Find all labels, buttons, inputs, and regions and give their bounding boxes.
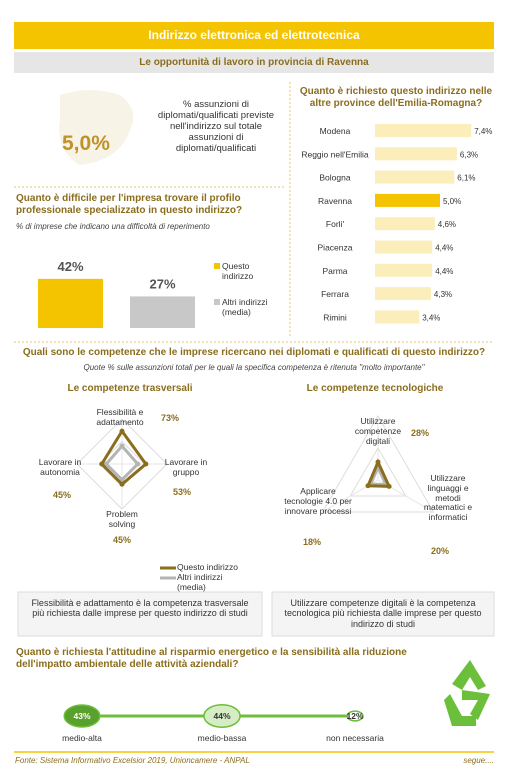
radar-point	[119, 443, 125, 449]
value-label: 6,1%	[457, 174, 475, 183]
radar-point	[143, 461, 149, 467]
chart-title: Quanto è richiesto questo indirizzo nell…	[299, 86, 493, 109]
axis-label: Problem solving	[106, 509, 138, 529]
category-label: Ravenna	[318, 196, 352, 206]
radar-point	[99, 461, 105, 467]
bar	[375, 310, 420, 324]
chart-subtitle: % di imprese che indicano una difficoltà…	[16, 222, 210, 231]
chart-title: Le competenze tecnologiche	[306, 383, 444, 394]
category-label: Piacenza	[318, 243, 353, 253]
axis-label: Lavorare in gruppo	[164, 457, 208, 477]
legend-label: Altri indirizzi (media)	[222, 297, 268, 317]
subtitle-bar	[14, 52, 494, 73]
category-label: non necessaria	[326, 733, 384, 743]
page-title: Indirizzo elettronica ed elettrotecnica	[148, 28, 360, 42]
value-label: 4,4%	[435, 244, 453, 253]
chart-title: Quanto è richiesta l'attitudine al rispa…	[16, 647, 407, 670]
bubble	[63, 704, 101, 728]
bubble	[346, 710, 364, 722]
bar	[375, 193, 440, 207]
category-label: Reggio nell'Emilia	[301, 149, 369, 159]
radar-point	[375, 459, 381, 465]
bubble	[203, 704, 241, 728]
section-subtitle: Quote % sulle assunzioni totali per le q…	[83, 363, 425, 372]
value-label: 4,6%	[438, 220, 456, 229]
axis-label: Lavorare in autonomia	[38, 457, 82, 477]
radar-grid	[349, 446, 407, 497]
footer-more: segue....	[463, 756, 494, 765]
value-label: 42%	[57, 259, 83, 274]
value-label: 18%	[302, 537, 321, 547]
category-label: Rimini	[323, 312, 347, 322]
map-shape	[59, 90, 134, 165]
category-label: Parma	[322, 266, 347, 276]
note-box	[17, 591, 263, 637]
share-text: % assunzioni di diplomati/qualificati pr…	[157, 99, 275, 154]
axis-label: Utilizzare competenze digitali	[354, 416, 402, 446]
value-label: 4,3%	[434, 290, 452, 299]
category-label: medio-bassa	[198, 733, 247, 743]
footer-source: Fonte: Sistema Informativo Excelsior 201…	[15, 756, 250, 765]
value-label: 3,4%	[422, 313, 440, 322]
radar-grid	[321, 415, 435, 513]
value-label: 44%	[213, 711, 230, 721]
bar	[130, 296, 195, 328]
note: Flessibilità e adattamento è la competen…	[31, 598, 249, 619]
value-label: 45%	[112, 535, 131, 545]
legend-label: Altri indirizzi (media)	[177, 572, 223, 592]
page-subtitle: Le opportunità di lavoro in provincia di…	[139, 57, 369, 68]
category-label: Ferrara	[321, 289, 349, 299]
bar	[375, 170, 455, 184]
category-label: medio-alta	[62, 733, 102, 743]
radar-point	[386, 483, 392, 489]
radar-point	[119, 481, 125, 487]
legend-swatch	[214, 263, 220, 269]
bar	[375, 263, 433, 277]
legend-swatch	[214, 299, 220, 305]
note-box	[271, 591, 495, 637]
axis-label: Utilizzare linguaggi e metodi matematici…	[423, 473, 473, 523]
bar	[375, 124, 472, 137]
share-value: 5,0%	[62, 132, 110, 155]
radar-series	[368, 463, 389, 487]
value-label: 7,4%	[474, 127, 492, 136]
category-label: Bologna	[319, 173, 350, 183]
value-label: 4,4%	[435, 267, 453, 276]
category-label: Modena	[320, 126, 351, 136]
bar	[375, 240, 433, 254]
legend-label: Questo indirizzo	[177, 562, 238, 572]
section-title: Quali sono le competenze che le imprese …	[22, 347, 486, 358]
recycle-icon	[444, 660, 490, 726]
value-label: 28%	[410, 428, 429, 438]
value-label: 6,3%	[460, 150, 478, 159]
radar-point	[365, 483, 371, 489]
chart-title: Le competenze trasversali	[67, 383, 193, 394]
title-bar	[14, 22, 494, 49]
category-label: Forli'	[326, 219, 345, 229]
radar-point	[135, 461, 141, 467]
value-label: 5,0%	[443, 197, 461, 206]
axis-label: Applicare tecnologie 4.0 per innovare pr…	[284, 486, 352, 516]
radar-series	[365, 458, 392, 488]
value-label: 43%	[73, 711, 90, 721]
value-label: 20%	[430, 546, 449, 556]
legend-label: Questo indirizzo	[222, 261, 254, 281]
note: Utilizzare competenze digitali è la comp…	[284, 598, 482, 629]
value-label: 73%	[160, 413, 179, 423]
bar	[38, 278, 103, 328]
bar	[375, 217, 435, 231]
value-label: 53%	[172, 487, 191, 497]
bar	[375, 147, 457, 161]
radar-point	[119, 428, 125, 434]
chart-title: Quanto è difficile per l'impresa trovare…	[16, 193, 243, 216]
bar	[375, 287, 431, 301]
axis-label: Flessibilità e adattamento	[96, 407, 144, 427]
value-label: 45%	[52, 490, 71, 500]
value-label: 27%	[149, 276, 175, 291]
value-label: 12%	[346, 711, 363, 721]
